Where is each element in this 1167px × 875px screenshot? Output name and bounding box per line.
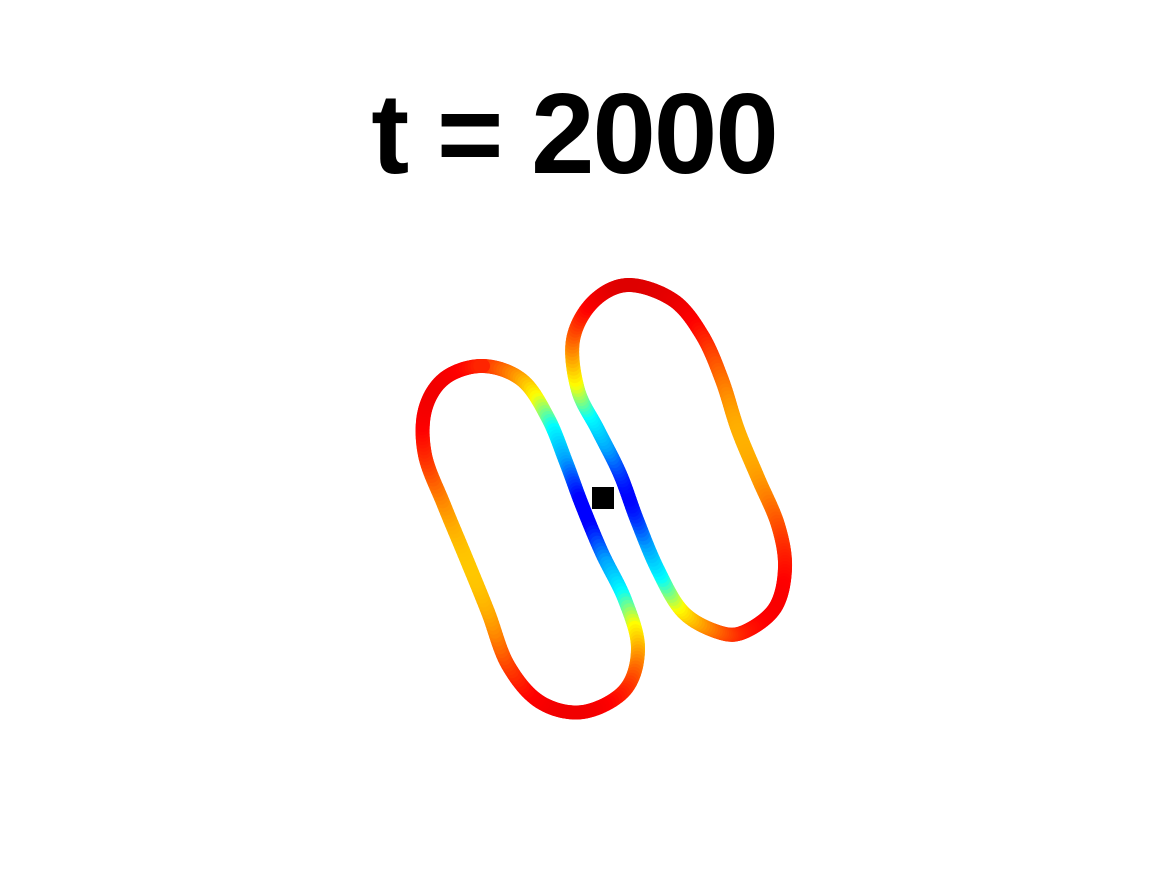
time-title: t = 2000 bbox=[371, 71, 779, 198]
left-loop bbox=[415, 359, 645, 720]
center-marker bbox=[592, 487, 614, 509]
right-loop bbox=[565, 278, 793, 642]
